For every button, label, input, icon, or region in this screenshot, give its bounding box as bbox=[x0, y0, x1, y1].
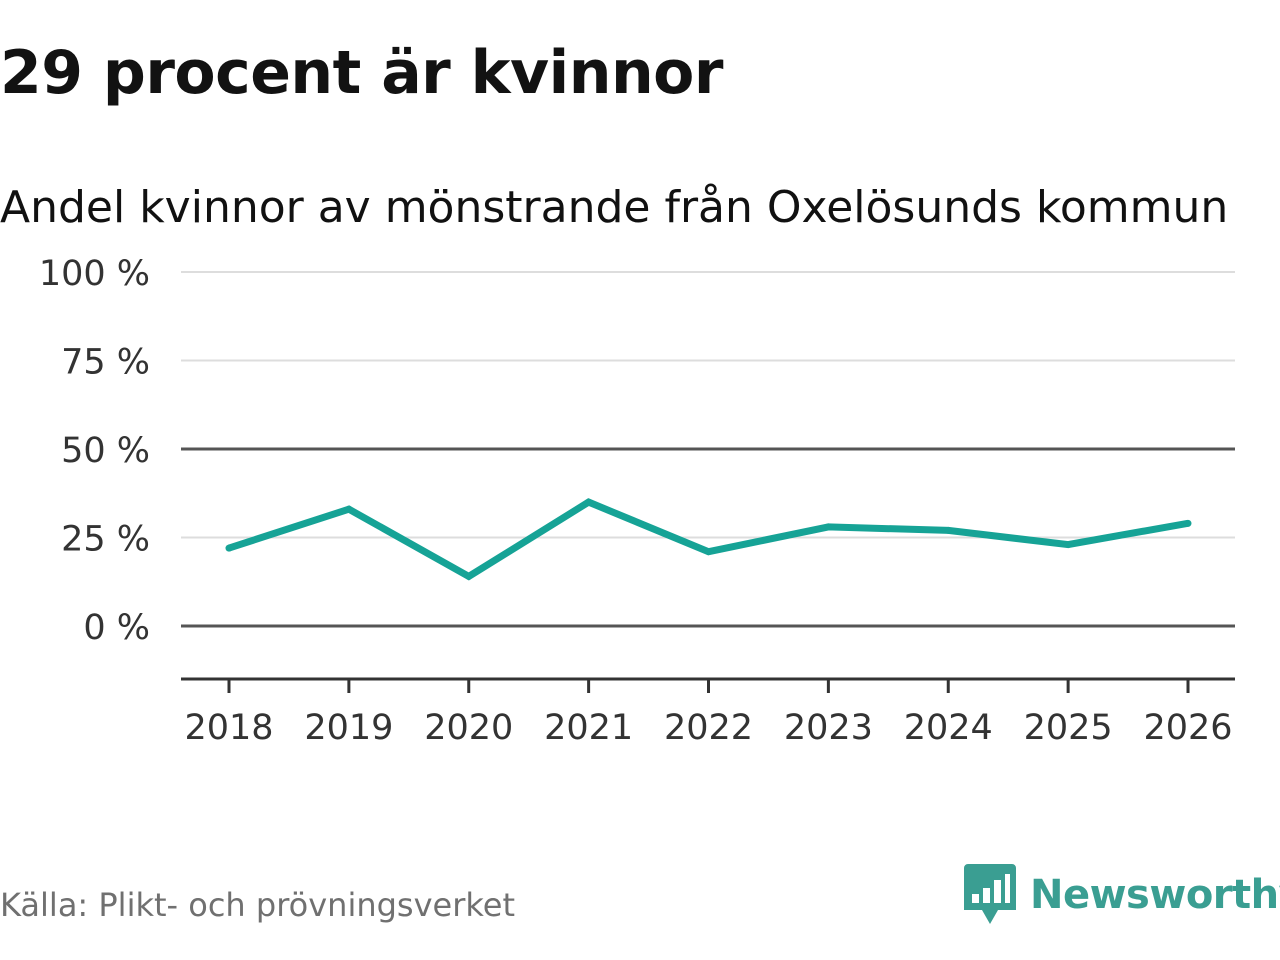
brand-name: Newsworthy bbox=[1030, 872, 1280, 918]
x-tick-label: 2026 bbox=[1143, 708, 1232, 748]
data-point bbox=[465, 572, 473, 580]
x-tick-label: 2022 bbox=[664, 708, 753, 748]
y-tick-label: 50 % bbox=[61, 431, 150, 471]
data-point bbox=[1064, 541, 1072, 549]
y-tick-label: 100 % bbox=[39, 254, 150, 294]
x-tick-label: 2025 bbox=[1024, 708, 1113, 748]
y-tick-label: 75 % bbox=[61, 343, 150, 383]
data-point bbox=[824, 523, 832, 531]
data-point bbox=[1184, 519, 1192, 527]
brand-logo: Newsworthy bbox=[964, 864, 1280, 926]
gridlines bbox=[181, 271, 1235, 628]
data-point bbox=[225, 544, 233, 552]
x-tick-label: 2019 bbox=[304, 708, 393, 748]
data-point bbox=[705, 548, 712, 556]
x-tick-label: 2020 bbox=[424, 708, 513, 748]
x-tick-label: 2021 bbox=[544, 708, 633, 748]
x-axis: 2018 2019 2020 2021 2022 2023 2024 2025 2026 bbox=[181, 677, 1235, 748]
data-point bbox=[944, 526, 952, 534]
y-tick-label: 25 % bbox=[61, 520, 150, 560]
data-point bbox=[345, 505, 353, 513]
y-axis-labels: 100 % 75 % 50 % 25 % 0 % bbox=[39, 254, 150, 648]
x-tick-label: 2018 bbox=[184, 708, 273, 748]
chart-headline: 29 procent är kvinnor bbox=[0, 38, 723, 108]
newsworthy-logo-icon bbox=[964, 864, 1016, 924]
x-tick-label: 2023 bbox=[784, 708, 873, 748]
x-tick-label: 2024 bbox=[904, 708, 993, 748]
chart-subtitle: Andel kvinnor av mönstrande från Oxelösu… bbox=[0, 182, 1229, 233]
series-lines bbox=[225, 498, 1192, 581]
y-tick-label: 0 % bbox=[83, 608, 150, 648]
series-line-0 bbox=[227, 498, 1189, 581]
source-note: Källa: Plikt- och prövningsverket bbox=[0, 886, 515, 924]
data-point bbox=[585, 498, 593, 506]
